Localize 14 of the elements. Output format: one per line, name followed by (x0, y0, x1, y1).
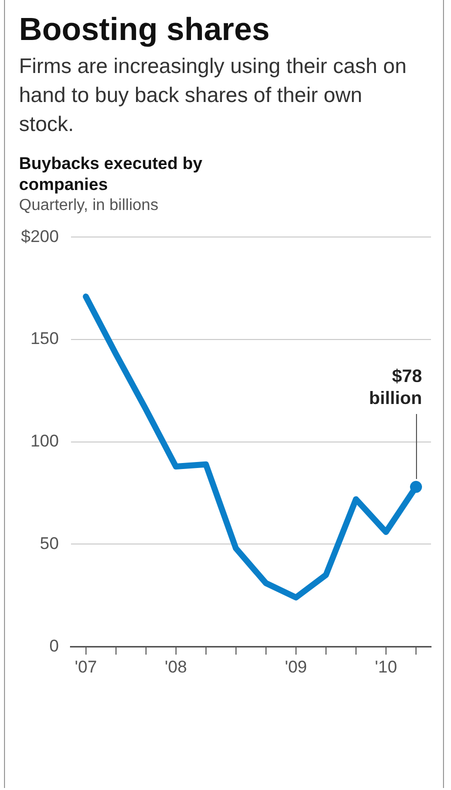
chart-title: Boosting shares (19, 10, 271, 48)
y-tick-label: 100 (30, 432, 59, 451)
x-tick-label: '10 (374, 657, 398, 676)
annotation: $78 billion (368, 366, 422, 408)
y-tick-label: 150 (30, 329, 59, 348)
y-axis-title: Quarterly, in billions (19, 197, 160, 215)
chart-subtitle: Firms are increasingly using their cash on hand to buy back shares of their own stock. (19, 54, 408, 138)
x-tick-label: '07 (74, 657, 97, 676)
text: Buybacks executed by companies (19, 153, 204, 195)
y-tick-label: $200 (20, 226, 59, 246)
x-tick-label: '08 (164, 657, 187, 676)
y-tick-label: 50 (40, 534, 59, 553)
x-tick-label: '09 (284, 657, 308, 676)
y-tick-label: 0 (49, 636, 59, 656)
